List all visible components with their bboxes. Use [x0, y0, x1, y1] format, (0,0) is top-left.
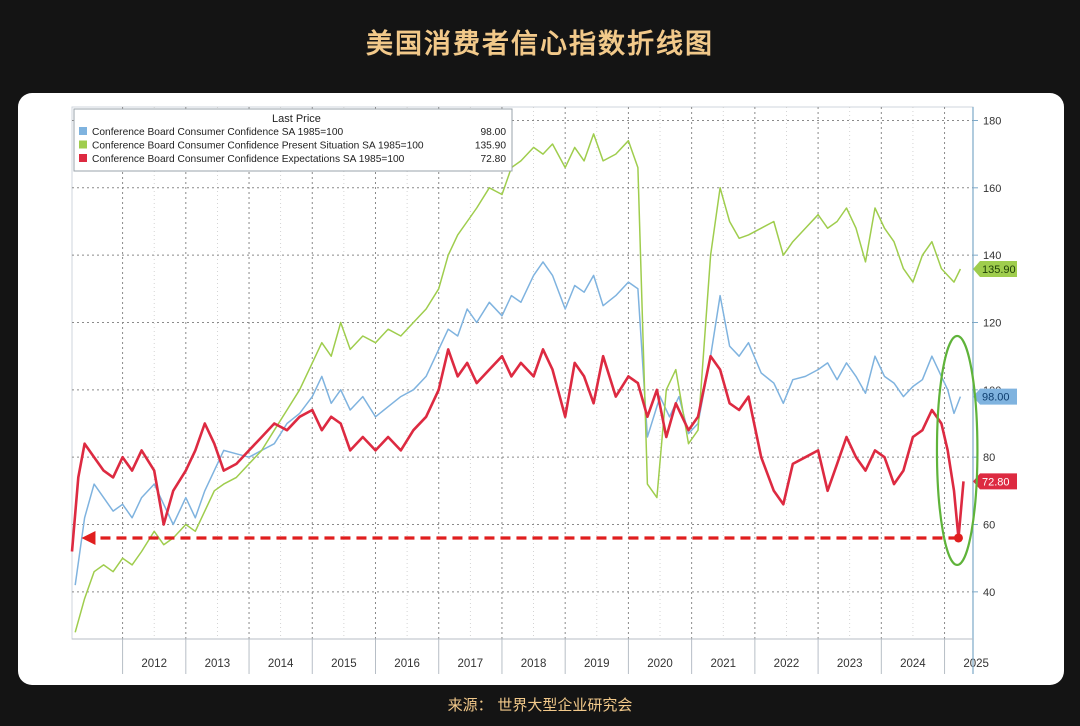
- x-tick-label: 2020: [647, 658, 673, 670]
- last-price-tag-label: 72.80: [982, 476, 1010, 488]
- legend-entry-name: Conference Board Consumer Confidence Exp…: [92, 154, 405, 165]
- arrow-head: [81, 530, 96, 545]
- y-tick-label: 60: [983, 520, 995, 532]
- legend-entry-value: 98.00: [481, 127, 507, 138]
- plot-area: [71, 106, 974, 640]
- legend-swatch: [79, 140, 87, 149]
- legend-entry-value: 135.90: [475, 141, 506, 152]
- last-price-tag-3: 72.80: [973, 473, 1017, 490]
- highlight-ellipse: [935, 334, 979, 567]
- y-tick-label: 160: [983, 183, 1001, 195]
- last-price-tag-label: 98.00: [982, 392, 1010, 404]
- x-tick-label: 2013: [205, 658, 231, 670]
- legend-swatch: [79, 154, 87, 162]
- y-tick-label: 80: [983, 452, 995, 464]
- x-tick-label: 2021: [710, 658, 736, 670]
- legend-entry-value: 72.80: [481, 154, 507, 165]
- y-tick-label: 40: [983, 587, 995, 599]
- x-tick-label: 2017: [458, 658, 484, 670]
- legend-box: [73, 108, 513, 172]
- x-tick-label: 2019: [584, 658, 610, 670]
- series-line-1: [74, 261, 962, 586]
- x-tick-label: 2024: [900, 658, 926, 670]
- y-tick-label: 140: [983, 250, 1001, 262]
- last-price-tag-bg: [973, 473, 1017, 490]
- page-title: 美国消费者信心指数折线图: [366, 29, 714, 60]
- legend-swatch: [79, 127, 87, 135]
- series-line-2: [74, 133, 962, 633]
- y-tick-label: 120: [983, 317, 1001, 329]
- x-tick-label: 2025: [963, 658, 989, 670]
- x-tick-label: 2016: [394, 658, 420, 670]
- legend-entry-name: Conference Board Consumer Confidence Pre…: [92, 141, 424, 152]
- end-marker: [953, 533, 963, 543]
- source-note: 来源： 世界大型企业研究会: [447, 696, 633, 714]
- chart-card: 2012 2013 2014 2015 2016 2017 2018 2019 2020 2021…: [18, 93, 1064, 685]
- y-tick-label: 180: [983, 115, 1001, 127]
- x-tick-label: 2018: [521, 658, 547, 670]
- x-tick-label: 2014: [268, 658, 294, 670]
- legend: Last Price Conference Board Consumer Conf…: [73, 108, 513, 172]
- last-price-tag-2: 135.90: [973, 260, 1017, 277]
- line-chart: 2012 2013 2014 2015 2016 2017 2018 2019 2020 2021…: [70, 106, 1017, 674]
- last-price-tag-bg: [973, 388, 1017, 405]
- legend-header: Last Price: [272, 113, 321, 125]
- series-line-3: [70, 348, 965, 552]
- legend-entry-name: Conference Board Consumer Confidence SA …: [92, 127, 344, 138]
- last-price-tag-bg: [973, 260, 1017, 277]
- last-price-tag-label: 135.90: [982, 264, 1016, 276]
- x-tick-label: 2012: [141, 658, 167, 670]
- last-price-tag-1: 98.00: [973, 388, 1017, 405]
- x-tick-label: 2022: [774, 658, 800, 670]
- x-tick-label: 2023: [837, 658, 863, 670]
- x-tick-label: 2015: [331, 658, 357, 670]
